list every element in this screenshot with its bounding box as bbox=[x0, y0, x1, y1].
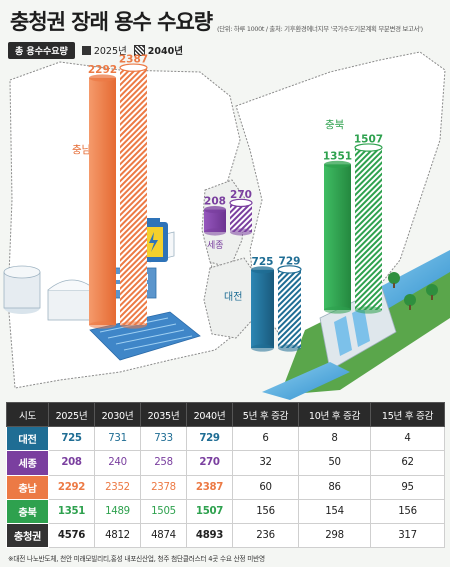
map-daejeon bbox=[203, 257, 259, 339]
bar-dj-2040 bbox=[277, 265, 302, 352]
legend-swatch-2025 bbox=[81, 45, 91, 55]
legend-label-2025: 2025년 bbox=[93, 46, 127, 57]
table-cell: 6 bbox=[232, 425, 299, 452]
region-label-chungbuk: 충북 bbox=[325, 119, 345, 131]
table-cell: 236 bbox=[232, 523, 299, 549]
table-row: 대전 725 731 733 729 6 8 4 bbox=[6, 425, 445, 452]
bar-dj-2025 bbox=[251, 266, 274, 352]
table-row: 충청권 4576 4812 4874 4893 236 298 317 bbox=[6, 523, 445, 549]
table-header: 5년 후 증감 bbox=[232, 402, 299, 427]
table-cell: 270 bbox=[186, 450, 233, 476]
table-header: 시도 bbox=[6, 402, 49, 427]
footnote: ※대전 나노반도체, 천안 미래모빌리티,홍성 내포신산업, 청주 첨단클러스터… bbox=[8, 555, 265, 563]
data-table: 시도 2025년 2030년 2035년 2040년 5년 후 증감 10년 후… bbox=[6, 402, 445, 549]
table-cell: 32 bbox=[232, 450, 299, 476]
table-cell: 50 bbox=[298, 450, 371, 476]
table-header: 2030년 bbox=[94, 402, 141, 427]
table-cell: 729 bbox=[186, 425, 233, 452]
region-label-chungnam: 충남 bbox=[72, 144, 92, 156]
table-cell: 731 bbox=[94, 425, 141, 452]
table-cell: 258 bbox=[140, 450, 187, 476]
table-cell: 725 bbox=[48, 425, 95, 452]
table-row: 충남 2292 2352 2378 2387 60 86 95 bbox=[6, 474, 445, 500]
region-cell: 충청권 bbox=[6, 523, 49, 549]
table-cell: 4893 bbox=[186, 523, 233, 549]
table-cell: 4812 bbox=[94, 523, 141, 549]
table-header: 15년 후 증감 bbox=[370, 402, 445, 427]
table-cell: 86 bbox=[298, 474, 371, 500]
bar-value-label: 270 bbox=[230, 189, 252, 201]
page-title: 충청권 장래 용수 수요량 bbox=[10, 10, 213, 34]
table-cell: 60 bbox=[232, 474, 299, 500]
table-cell: 298 bbox=[298, 523, 371, 549]
table-cell: 2387 bbox=[186, 474, 233, 500]
table-cell: 2378 bbox=[140, 474, 187, 500]
table-cell: 1489 bbox=[94, 498, 141, 525]
bar-sj-2025 bbox=[204, 205, 226, 236]
table-cell: 240 bbox=[94, 450, 141, 476]
table-cell: 4576 bbox=[48, 523, 95, 549]
table-cell: 156 bbox=[232, 498, 299, 525]
legend: 총 용수수요량 2025년 2040년 bbox=[8, 41, 190, 59]
bar-cn-2025 bbox=[89, 74, 116, 329]
bar-value-label: 729 bbox=[279, 255, 301, 267]
table-cell: 8 bbox=[298, 425, 371, 452]
bar-cb-2025 bbox=[324, 160, 351, 314]
table-row: 세종 208 240 258 270 32 50 62 bbox=[6, 450, 445, 476]
region-cell: 세종 bbox=[6, 450, 49, 476]
table-cell: 733 bbox=[140, 425, 187, 452]
bar-value-label: 2387 bbox=[119, 54, 148, 66]
table-row: 충북 1351 1489 1505 1507 156 154 156 bbox=[6, 498, 445, 525]
table-cell: 4 bbox=[370, 425, 445, 452]
legend-swatch-2040 bbox=[133, 44, 145, 56]
bar-value-label: 2292 bbox=[88, 64, 117, 76]
table-cell: 1507 bbox=[186, 498, 233, 525]
table-cell: 1351 bbox=[48, 498, 95, 525]
bar-sj-2040 bbox=[229, 198, 253, 236]
region-label-sejong: 세종 bbox=[207, 240, 224, 251]
table-header: 2035년 bbox=[140, 402, 187, 427]
table-cell: 317 bbox=[370, 523, 445, 549]
legend-label-2040: 2040년 bbox=[147, 46, 183, 57]
table-cell: 154 bbox=[298, 498, 371, 525]
bar-value-label: 1507 bbox=[354, 134, 383, 146]
table-cell: 95 bbox=[370, 474, 445, 500]
region-cell: 충북 bbox=[6, 498, 49, 525]
region-cell: 대전 bbox=[6, 425, 49, 452]
table-cell: 62 bbox=[370, 450, 445, 476]
unit-source-note: (단위: 하루 1000t / 출처: 기후환경에너지부 '국가수도기본계획 부… bbox=[217, 25, 423, 33]
bar-cb-2040 bbox=[354, 143, 383, 314]
table-header: 10년 후 증감 bbox=[298, 402, 371, 427]
bar-value-label: 725 bbox=[252, 256, 274, 268]
bar-value-label: 1351 bbox=[323, 150, 352, 162]
bar-cn-2040 bbox=[119, 63, 148, 329]
table-header: 2025년 bbox=[48, 402, 95, 427]
bar-value-label: 208 bbox=[204, 196, 226, 208]
table-cell: 2352 bbox=[94, 474, 141, 500]
table-cell: 156 bbox=[370, 498, 445, 525]
table-cell: 208 bbox=[48, 450, 95, 476]
table-header: 2040년 bbox=[186, 402, 233, 427]
region-label-daejeon: 대전 bbox=[224, 291, 242, 303]
legend-badge: 총 용수수요량 bbox=[8, 41, 75, 59]
region-cell: 충남 bbox=[6, 474, 49, 500]
table-cell: 1505 bbox=[140, 498, 187, 525]
table-header-row: 시도 2025년 2030년 2035년 2040년 5년 후 증감 10년 후… bbox=[6, 402, 445, 427]
table-cell: 2292 bbox=[48, 474, 95, 500]
table-cell: 4874 bbox=[140, 523, 187, 549]
